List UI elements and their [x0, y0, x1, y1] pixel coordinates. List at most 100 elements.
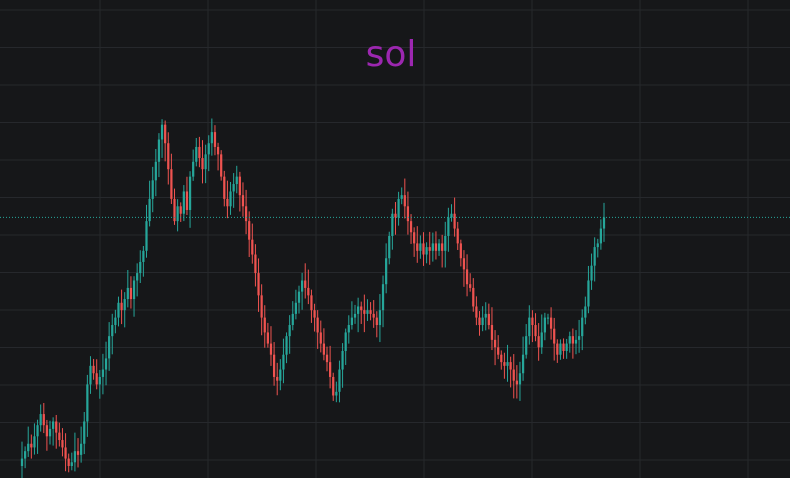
candle-body	[185, 191, 189, 211]
candle-body	[344, 332, 347, 351]
candle-body	[403, 195, 406, 207]
candle-body	[372, 313, 375, 318]
candle-body	[126, 287, 129, 300]
candle-body	[310, 295, 313, 311]
candle-body	[325, 354, 329, 363]
candle-body	[596, 243, 599, 248]
candle-body	[151, 180, 154, 199]
candle-body	[574, 339, 578, 344]
candle-body	[300, 280, 304, 292]
candle-body	[562, 343, 565, 351]
candle-body	[235, 176, 238, 185]
candle-body	[571, 336, 574, 344]
candle-body	[515, 380, 518, 385]
candle-body	[518, 373, 522, 385]
candle-body	[182, 191, 185, 214]
candle-body	[210, 132, 213, 144]
candle-body	[114, 317, 117, 326]
candle-body	[469, 284, 472, 288]
candle-body	[434, 243, 438, 251]
candle-body	[148, 198, 151, 222]
candle-body	[95, 373, 98, 385]
candle-body	[577, 336, 581, 340]
candle-body	[425, 247, 428, 255]
candle-body	[394, 213, 397, 218]
candle-body	[294, 302, 298, 314]
candle-body	[272, 354, 276, 377]
candle-body	[39, 414, 42, 426]
candle-body	[388, 235, 391, 259]
candle-body	[534, 325, 537, 337]
candle-body	[497, 347, 500, 355]
candle-body	[229, 191, 232, 207]
candle-body	[353, 313, 357, 318]
candle-body	[157, 139, 161, 162]
candles	[20, 118, 606, 478]
candle-body	[30, 443, 33, 448]
candle-body	[198, 146, 201, 159]
candle-body	[58, 432, 61, 441]
candle-body	[400, 195, 403, 199]
candle-body	[61, 440, 64, 448]
candle-body	[565, 343, 568, 351]
candle-body	[549, 317, 553, 329]
candle-body	[335, 391, 338, 396]
candle-body	[587, 280, 590, 307]
candle-body	[444, 235, 447, 251]
candle-body	[319, 332, 322, 344]
candle-body	[490, 325, 494, 340]
candle-body	[220, 154, 223, 177]
candle-body	[80, 443, 83, 455]
candle-body	[251, 239, 254, 255]
candle-body	[33, 436, 36, 448]
candle-body	[521, 354, 525, 374]
candle-body	[553, 328, 556, 344]
candle-body	[232, 184, 235, 192]
candle-body	[543, 317, 546, 333]
candle-body	[226, 198, 229, 207]
candle-body	[73, 451, 77, 463]
candle-body	[590, 265, 593, 281]
candle-body	[276, 376, 279, 381]
candle-body	[409, 221, 413, 233]
candle-body	[559, 343, 562, 355]
candle-body	[216, 146, 220, 155]
candle-body	[108, 336, 111, 359]
candle-body	[70, 462, 73, 466]
candle-body	[512, 369, 515, 381]
candle-body	[129, 287, 133, 300]
candle-body	[285, 336, 288, 355]
candle-body	[391, 213, 394, 236]
candle-body	[509, 362, 512, 370]
candle-body	[27, 443, 30, 452]
candle-body	[397, 198, 400, 218]
candle-body	[173, 198, 176, 222]
candle-body	[154, 161, 157, 181]
candle-body	[282, 354, 285, 370]
candle-body	[602, 217, 606, 229]
candle-body	[568, 336, 571, 344]
candle-body	[52, 421, 55, 429]
candle-body	[472, 287, 475, 307]
candle-body	[42, 414, 45, 426]
candle-body	[132, 280, 136, 300]
candle-body	[179, 206, 182, 214]
candle-body	[366, 310, 369, 314]
candle-body	[241, 195, 245, 207]
candle-body	[456, 228, 459, 244]
candle-body	[593, 247, 596, 266]
candle-body	[475, 306, 478, 318]
candle-body	[413, 232, 416, 244]
candle-body	[304, 280, 307, 288]
candle-body	[36, 425, 39, 437]
candle-body	[164, 124, 167, 144]
candle-body	[428, 247, 431, 251]
candle-body	[453, 213, 456, 229]
candle-body	[76, 451, 80, 455]
candle-body	[83, 421, 86, 444]
candle-body	[204, 154, 207, 170]
candle-body	[599, 228, 603, 244]
candle-body	[416, 243, 419, 251]
candle-body	[487, 313, 490, 326]
